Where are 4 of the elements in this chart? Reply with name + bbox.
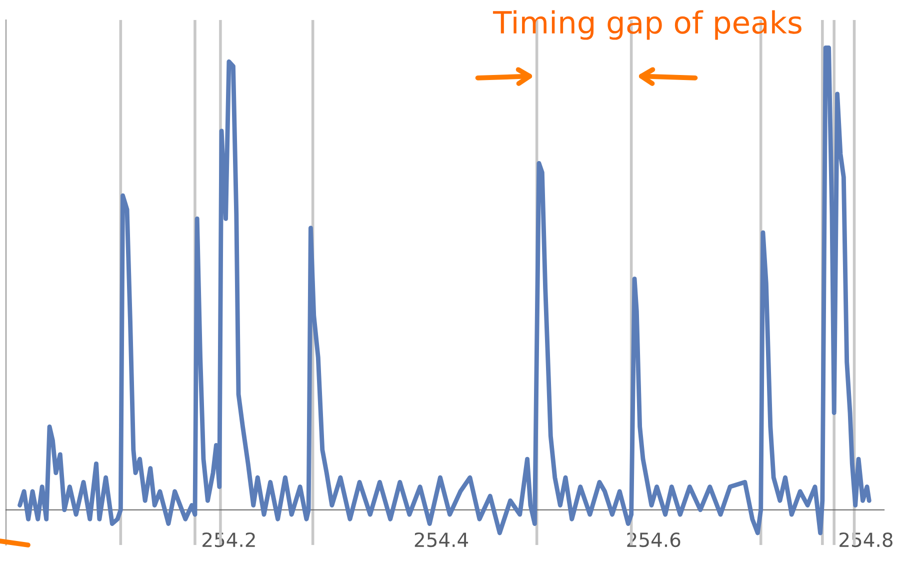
text: Timing gap of peaks — [492, 10, 802, 40]
x-tick-label: 254.6 — [627, 532, 680, 548]
x-tick-label: 254.2 — [202, 532, 255, 548]
x-tick-label: 254.4 — [414, 532, 468, 548]
